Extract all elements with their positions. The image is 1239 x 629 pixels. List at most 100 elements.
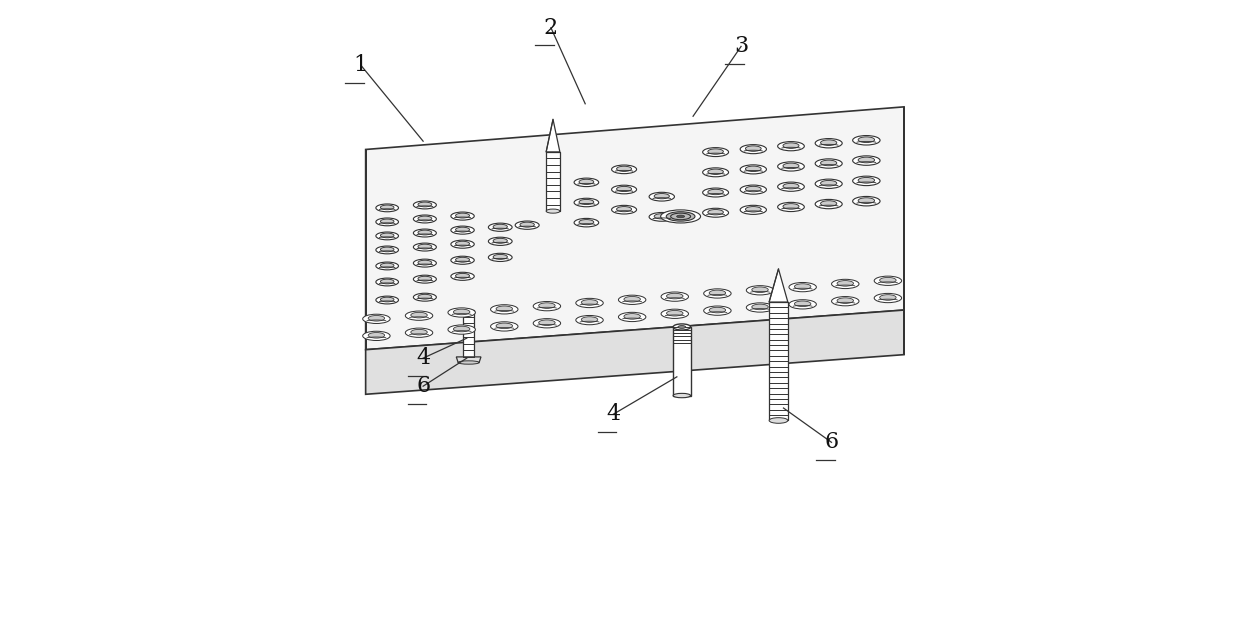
Ellipse shape: [418, 202, 431, 207]
Ellipse shape: [618, 313, 646, 321]
Text: 3: 3: [733, 35, 748, 57]
Ellipse shape: [581, 317, 597, 322]
Ellipse shape: [670, 213, 690, 220]
Ellipse shape: [746, 166, 761, 172]
Ellipse shape: [794, 284, 810, 289]
Ellipse shape: [414, 215, 436, 223]
Ellipse shape: [707, 209, 724, 215]
Ellipse shape: [624, 296, 641, 302]
Text: 4: 4: [416, 347, 430, 369]
Ellipse shape: [414, 201, 436, 209]
Ellipse shape: [411, 313, 427, 318]
Text: 6: 6: [824, 431, 839, 454]
Ellipse shape: [831, 279, 859, 289]
Ellipse shape: [859, 177, 875, 183]
Ellipse shape: [678, 326, 685, 328]
Ellipse shape: [363, 331, 390, 340]
Ellipse shape: [740, 165, 767, 174]
Ellipse shape: [491, 304, 518, 314]
Ellipse shape: [418, 260, 431, 265]
Ellipse shape: [662, 309, 689, 318]
Ellipse shape: [778, 182, 804, 191]
Ellipse shape: [707, 189, 724, 194]
Ellipse shape: [624, 314, 641, 319]
Ellipse shape: [456, 242, 470, 246]
Ellipse shape: [414, 259, 436, 267]
Ellipse shape: [456, 274, 470, 278]
Ellipse shape: [612, 185, 637, 194]
Ellipse shape: [488, 237, 512, 245]
Ellipse shape: [456, 257, 470, 262]
Ellipse shape: [820, 201, 836, 206]
Ellipse shape: [838, 298, 854, 303]
Ellipse shape: [449, 325, 476, 334]
Ellipse shape: [709, 290, 726, 296]
Ellipse shape: [852, 135, 880, 145]
Polygon shape: [673, 327, 690, 396]
Ellipse shape: [769, 418, 788, 423]
Ellipse shape: [707, 169, 724, 174]
Ellipse shape: [815, 138, 843, 148]
Ellipse shape: [740, 145, 767, 153]
Ellipse shape: [880, 277, 896, 283]
Ellipse shape: [875, 293, 902, 303]
Ellipse shape: [660, 210, 700, 223]
Ellipse shape: [703, 188, 729, 197]
Polygon shape: [546, 152, 560, 211]
Ellipse shape: [453, 326, 470, 331]
Ellipse shape: [418, 276, 431, 281]
Ellipse shape: [612, 205, 637, 214]
Text: 4: 4: [606, 403, 621, 425]
Ellipse shape: [654, 214, 669, 219]
Ellipse shape: [581, 299, 597, 305]
Ellipse shape: [418, 294, 431, 299]
Ellipse shape: [368, 333, 384, 338]
Ellipse shape: [380, 219, 394, 224]
Ellipse shape: [380, 205, 394, 209]
Ellipse shape: [789, 282, 817, 292]
Ellipse shape: [488, 253, 512, 262]
Ellipse shape: [405, 328, 432, 337]
Ellipse shape: [539, 303, 555, 308]
Ellipse shape: [778, 162, 804, 171]
Ellipse shape: [783, 204, 799, 209]
Ellipse shape: [704, 306, 731, 315]
Ellipse shape: [579, 220, 593, 225]
Ellipse shape: [405, 311, 432, 320]
Ellipse shape: [746, 186, 761, 192]
Ellipse shape: [451, 240, 475, 248]
Ellipse shape: [456, 213, 470, 218]
Polygon shape: [769, 269, 788, 302]
Ellipse shape: [649, 213, 674, 221]
Ellipse shape: [496, 306, 513, 311]
Ellipse shape: [859, 198, 875, 203]
Ellipse shape: [380, 233, 394, 238]
Ellipse shape: [493, 225, 507, 229]
Ellipse shape: [676, 215, 685, 218]
Ellipse shape: [859, 157, 875, 163]
Ellipse shape: [533, 319, 560, 328]
Ellipse shape: [852, 176, 880, 186]
Ellipse shape: [662, 292, 689, 301]
Ellipse shape: [740, 205, 767, 214]
Ellipse shape: [709, 308, 726, 313]
Ellipse shape: [533, 301, 560, 311]
Ellipse shape: [746, 146, 761, 152]
Text: 6: 6: [416, 375, 430, 397]
Ellipse shape: [375, 262, 399, 270]
Polygon shape: [366, 107, 904, 350]
Ellipse shape: [880, 295, 896, 300]
Ellipse shape: [703, 208, 729, 217]
Ellipse shape: [667, 293, 683, 299]
Ellipse shape: [515, 221, 539, 230]
Ellipse shape: [778, 203, 804, 211]
Ellipse shape: [579, 199, 593, 204]
Ellipse shape: [707, 149, 724, 154]
Ellipse shape: [831, 296, 859, 306]
Polygon shape: [456, 357, 481, 362]
Ellipse shape: [375, 232, 399, 240]
Ellipse shape: [820, 181, 836, 186]
Ellipse shape: [875, 276, 902, 286]
Ellipse shape: [579, 179, 593, 184]
Ellipse shape: [451, 272, 475, 281]
